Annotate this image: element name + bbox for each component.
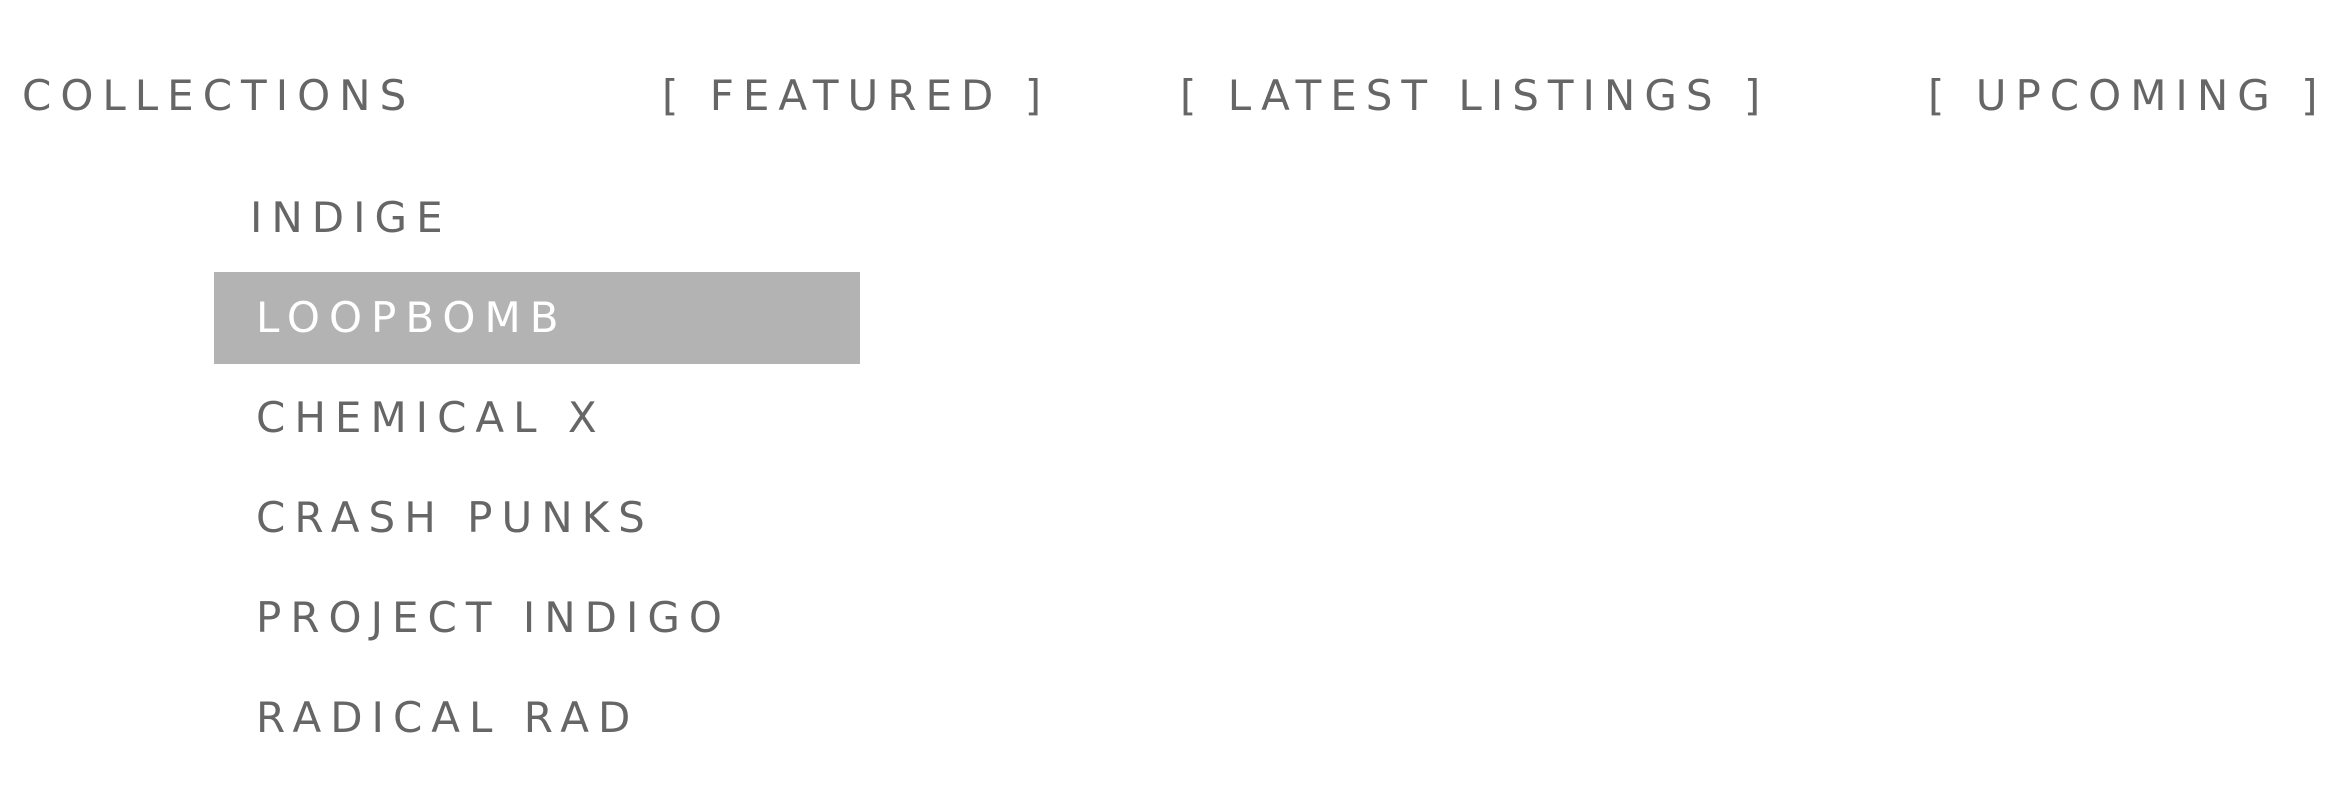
dropdown-item-label: PROJECT INDIGO bbox=[256, 593, 731, 642]
nav-collections[interactable]: COLLECTIONS bbox=[22, 71, 416, 120]
dropdown-item-label: CRASH PUNKS bbox=[256, 493, 654, 542]
dropdown-item-loopbomb[interactable]: LOOPBOMB bbox=[214, 272, 860, 364]
dropdown-item-indige[interactable]: INDIGE bbox=[214, 172, 860, 264]
dropdown-item-label: CHEMICAL X bbox=[256, 393, 606, 442]
dropdown-item-project-indigo[interactable]: PROJECT INDIGO bbox=[214, 572, 860, 664]
dropdown-item-label: RADICAL RAD bbox=[256, 693, 640, 742]
collections-dropdown: INDIGE LOOPBOMB CHEMICAL X CRASH PUNKS P… bbox=[214, 172, 860, 762]
dropdown-item-chemical-x[interactable]: CHEMICAL X bbox=[214, 372, 860, 464]
top-navigation: COLLECTIONS [ FEATURED ] [ LATEST LISTIN… bbox=[0, 0, 2351, 190]
nav-upcoming[interactable]: [ UPCOMING ] bbox=[1928, 71, 2327, 120]
nav-latest-listings[interactable]: [ LATEST LISTINGS ] bbox=[1180, 71, 1770, 120]
dropdown-item-label: INDIGE bbox=[250, 193, 452, 242]
dropdown-item-label: LOOPBOMB bbox=[256, 293, 568, 342]
dropdown-item-crash-punks[interactable]: CRASH PUNKS bbox=[214, 472, 860, 564]
dropdown-item-radical-rad[interactable]: RADICAL RAD bbox=[214, 672, 860, 764]
nav-featured[interactable]: [ FEATURED ] bbox=[662, 71, 1051, 120]
